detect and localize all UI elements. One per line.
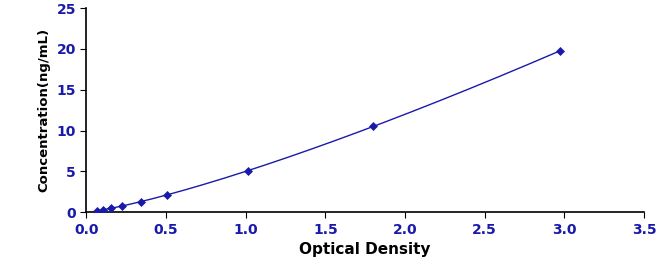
Y-axis label: Concentration(ng/mL): Concentration(ng/mL) [38,28,51,192]
X-axis label: Optical Density: Optical Density [299,242,431,257]
